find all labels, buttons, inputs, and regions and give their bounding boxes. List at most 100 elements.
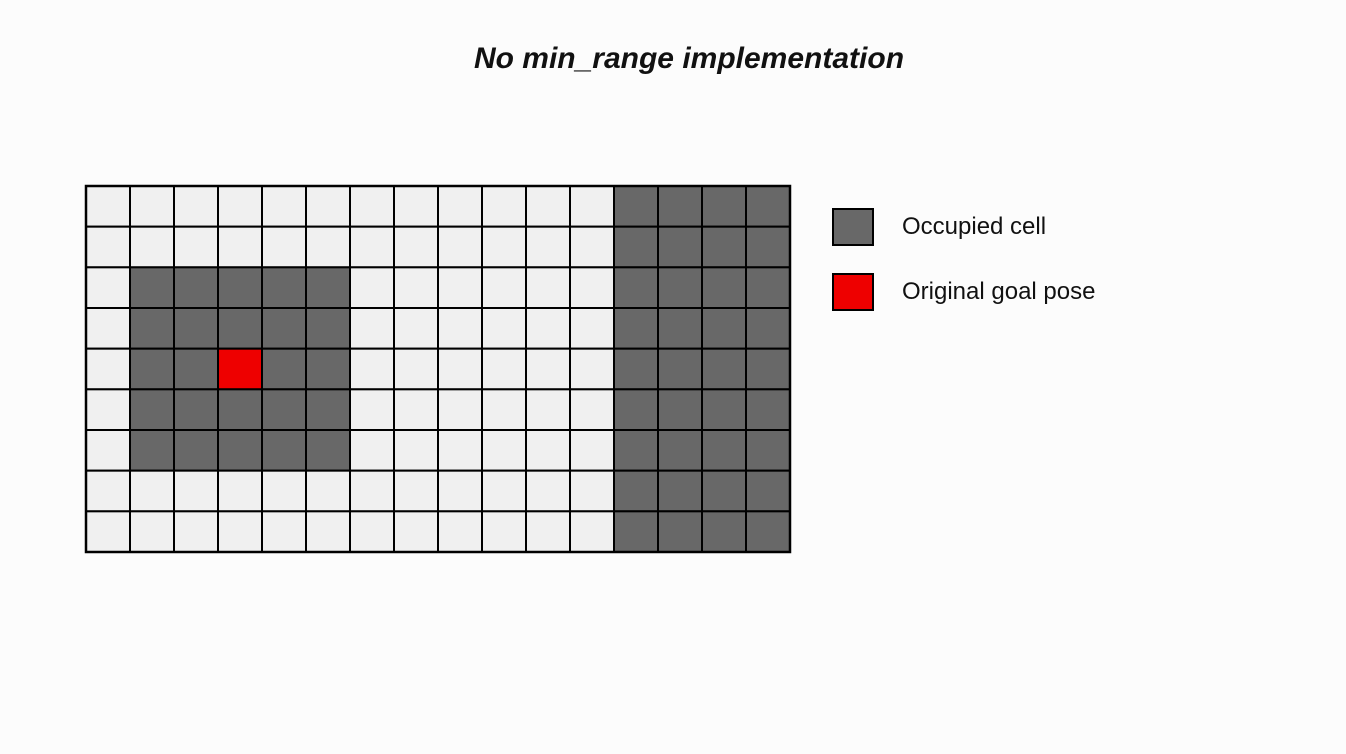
grid-cell-occupied: [614, 227, 658, 268]
grid-cell-occupied: [746, 186, 790, 227]
grid-cell-free: [350, 471, 394, 512]
grid-cell-free: [570, 227, 614, 268]
grid-cell-free: [438, 430, 482, 471]
grid-cell-free: [482, 308, 526, 349]
grid-cell-free: [262, 186, 306, 227]
grid-cell-free: [174, 227, 218, 268]
grid-cell-occupied: [702, 227, 746, 268]
legend-swatch-goal: [832, 273, 874, 311]
grid-cell-free: [526, 471, 570, 512]
legend-item-goal: Original goal pose: [832, 271, 1095, 313]
grid-cell-occupied: [262, 349, 306, 390]
grid-cell-free: [174, 511, 218, 552]
grid-cell-occupied: [218, 308, 262, 349]
grid-cell-free: [86, 349, 130, 390]
grid-cell-free: [570, 511, 614, 552]
grid-cell-free: [394, 471, 438, 512]
grid-cell-free: [482, 267, 526, 308]
grid-cell-occupied: [614, 471, 658, 512]
grid-cell-free: [218, 511, 262, 552]
grid-cell-free: [262, 227, 306, 268]
grid-cell-free: [350, 186, 394, 227]
grid-cell-free: [130, 471, 174, 512]
grid-cell-occupied: [658, 186, 702, 227]
grid-cell-free: [438, 511, 482, 552]
grid-cell-free: [86, 389, 130, 430]
grid-cell-occupied: [174, 349, 218, 390]
grid-cell-free: [86, 308, 130, 349]
grid-cell-occupied: [262, 430, 306, 471]
legend-item-occupied: Occupied cell: [832, 206, 1046, 248]
grid-cell-free: [350, 308, 394, 349]
grid-cell-free: [482, 227, 526, 268]
grid-cell-free: [130, 227, 174, 268]
grid-cell-free: [482, 430, 526, 471]
grid-cell-free: [438, 186, 482, 227]
grid-cell-occupied: [658, 389, 702, 430]
grid-cell-free: [350, 349, 394, 390]
grid-cell-free: [438, 389, 482, 430]
grid-cell-free: [394, 349, 438, 390]
diagram-title: No min_range implementation: [0, 42, 1346, 76]
grid-cell-occupied: [702, 308, 746, 349]
grid-cell-free: [526, 349, 570, 390]
grid-cell-free: [86, 186, 130, 227]
grid-cell-occupied: [262, 389, 306, 430]
grid-cell-occupied: [130, 389, 174, 430]
grid-cell-free: [350, 267, 394, 308]
grid-cell-occupied: [306, 308, 350, 349]
grid-cell-free: [86, 227, 130, 268]
grid-cell-goal: [218, 349, 262, 390]
grid-cell-occupied: [218, 430, 262, 471]
grid-cell-occupied: [702, 186, 746, 227]
grid-cell-occupied: [658, 308, 702, 349]
grid-cell-occupied: [174, 267, 218, 308]
grid-cell-free: [526, 511, 570, 552]
grid-cell-free: [174, 471, 218, 512]
grid-cell-free: [438, 471, 482, 512]
grid-cell-occupied: [702, 511, 746, 552]
grid-cell-free: [526, 389, 570, 430]
grid-cell-occupied: [262, 308, 306, 349]
grid-cell-occupied: [306, 267, 350, 308]
grid-cell-free: [218, 471, 262, 512]
grid-cell-occupied: [614, 186, 658, 227]
grid-cell-occupied: [702, 471, 746, 512]
grid-cell-free: [570, 349, 614, 390]
grid-cell-occupied: [130, 349, 174, 390]
grid-cell-free: [86, 511, 130, 552]
grid-cell-occupied: [746, 308, 790, 349]
grid-cell-free: [262, 511, 306, 552]
grid-cell-occupied: [746, 349, 790, 390]
grid-cell-free: [526, 430, 570, 471]
grid-cell-free: [482, 511, 526, 552]
grid-cell-occupied: [306, 389, 350, 430]
grid-cell-free: [526, 227, 570, 268]
grid-cell-free: [350, 511, 394, 552]
grid-cell-free: [306, 186, 350, 227]
grid-cell-free: [394, 389, 438, 430]
grid-cell-free: [438, 349, 482, 390]
grid-cell-occupied: [306, 430, 350, 471]
grid-cell-free: [438, 308, 482, 349]
grid-cell-occupied: [614, 308, 658, 349]
grid-cell-occupied: [262, 267, 306, 308]
grid-cell-free: [86, 471, 130, 512]
grid-cell-occupied: [658, 430, 702, 471]
grid-cell-free: [438, 227, 482, 268]
grid-cell-occupied: [658, 349, 702, 390]
grid-cell-occupied: [658, 227, 702, 268]
grid-cell-occupied: [658, 267, 702, 308]
grid-cell-free: [350, 389, 394, 430]
legend-label-goal: Original goal pose: [902, 278, 1095, 306]
grid-cell-free: [570, 308, 614, 349]
grid-cell-occupied: [614, 389, 658, 430]
grid-cell-free: [526, 267, 570, 308]
grid-cell-free: [350, 227, 394, 268]
grid-cell-free: [526, 308, 570, 349]
grid-cell-occupied: [614, 267, 658, 308]
grid-cell-free: [482, 186, 526, 227]
grid-cell-free: [482, 389, 526, 430]
grid-cell-free: [394, 267, 438, 308]
